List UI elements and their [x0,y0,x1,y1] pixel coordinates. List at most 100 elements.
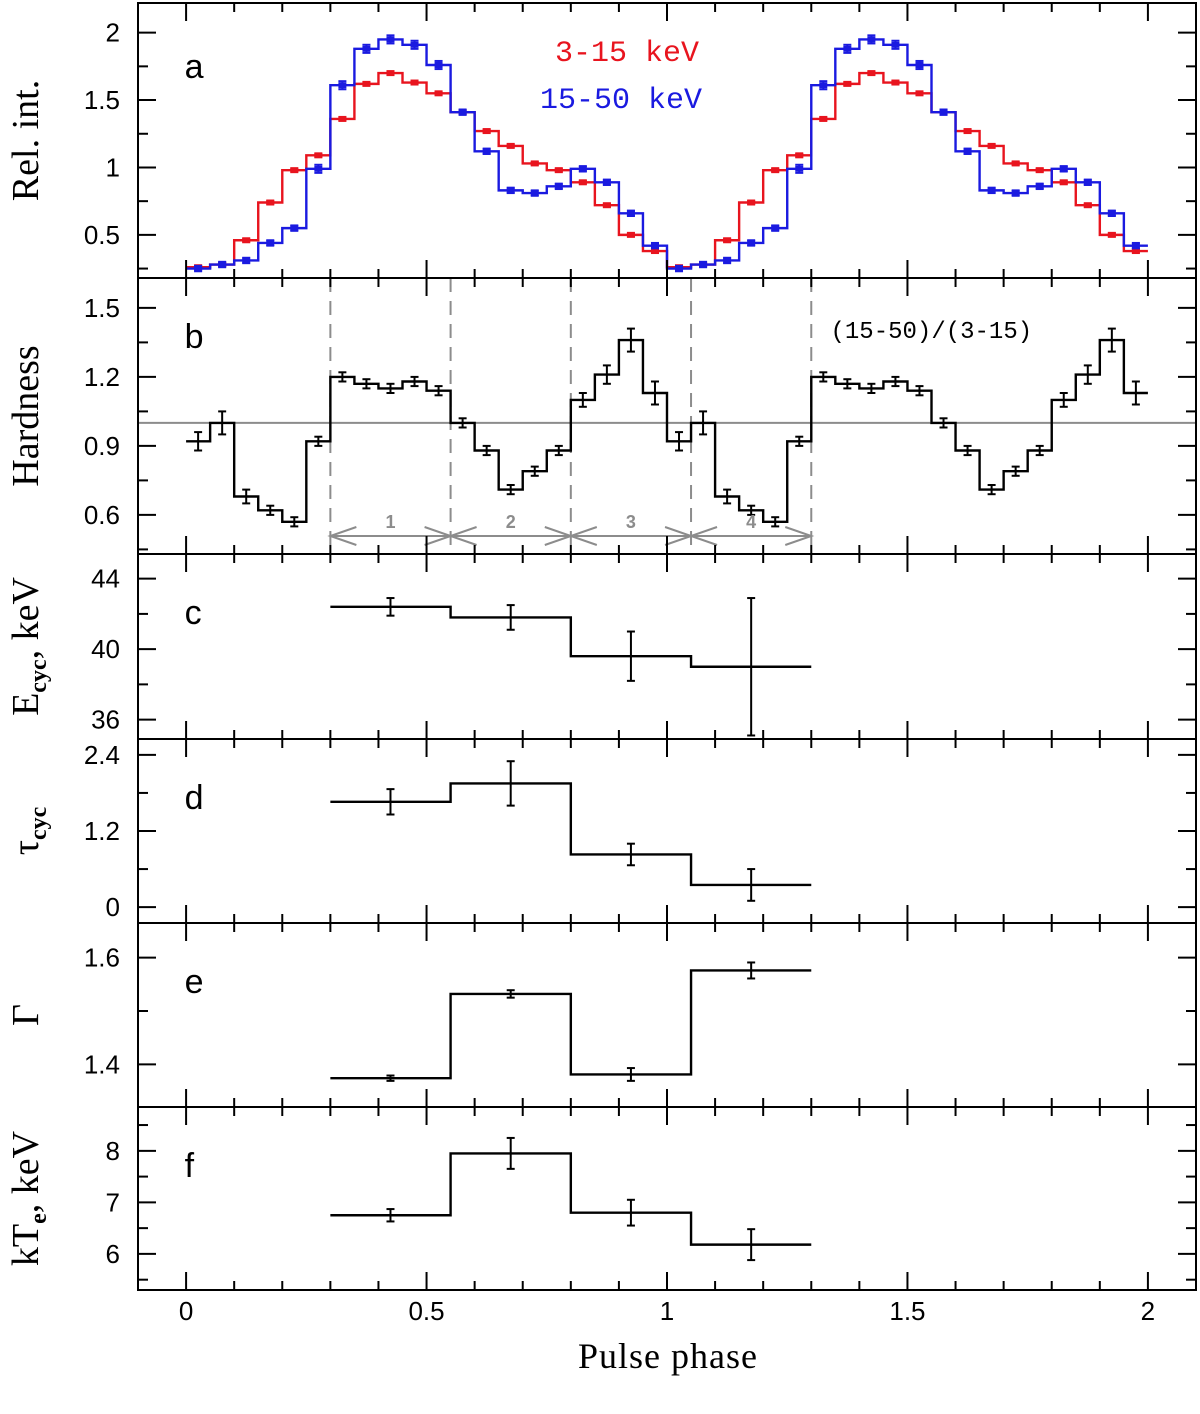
y-tick-label-f: 6 [106,1239,120,1269]
data-point-a [314,163,323,174]
y-axis-title-main-a: Rel. int. [5,80,47,201]
data-marker [578,179,587,186]
data-point-a [602,178,611,186]
data-marker [939,109,948,116]
data-point-a [602,202,611,209]
data-point-a [578,179,587,186]
data-point-a [771,167,780,174]
data-point-b [506,484,515,496]
y-tick-label-b: 1.5 [84,293,120,323]
data-marker [338,82,347,89]
y-axis-title-main-b: Hardness [5,345,47,486]
data-point-a [963,147,972,155]
data-marker [891,79,900,86]
data-point-b [1011,465,1020,477]
data-point-a [1083,178,1092,186]
y-axis-title-d: τcyc [5,806,52,855]
data-point-a [747,199,756,206]
data-marker [1107,231,1116,238]
data-marker [410,41,419,48]
y-tick-label-c: 44 [91,564,120,594]
data-point-b [410,375,419,388]
data-point-b [723,488,732,505]
data-marker [1011,160,1020,167]
data-marker [1035,183,1044,190]
data-point-a [650,248,659,255]
interval-arrowhead-left [567,526,598,546]
data-marker [699,261,708,268]
data-marker [1035,167,1044,174]
data-point-f [626,1198,635,1227]
data-point-b [939,417,948,429]
interval-arrowhead-left [687,526,718,546]
panel-letter-a: a [185,48,204,86]
data-point-a [963,128,972,135]
data-point-b [242,488,251,505]
data-point-b [1059,392,1068,408]
data-point-c [747,597,756,737]
panel-c-frame [137,553,1197,740]
data-marker [843,45,852,52]
data-point-a [819,80,828,91]
data-point-a [1131,248,1140,255]
data-marker [891,41,900,48]
y-axis-title-sub-d: cyc [26,806,52,840]
data-point-b [434,385,443,397]
y-axis-title-main-d: τ [5,840,47,855]
data-marker [1107,210,1116,217]
data-point-b [915,385,924,397]
data-marker [1083,202,1092,209]
data-marker [266,199,275,206]
data-point-b [963,444,972,457]
panel-f-frame [137,1106,1197,1291]
data-point-a [218,260,227,269]
data-marker [987,142,996,149]
data-marker [771,167,780,174]
legend-item-1: 15-50 keV [540,84,702,118]
data-marker [626,231,635,238]
data-marker [218,261,227,268]
data-point-e [626,1067,635,1082]
y-tick-label-d: 2.4 [84,740,120,770]
series-a-1-step-line [186,38,1148,270]
panel-e-frame [137,922,1197,1108]
data-point-b [602,364,611,385]
data-point-c [626,630,635,682]
data-marker [458,109,467,116]
data-marker [338,115,347,122]
data-point-a [771,224,780,232]
data-point-a [939,108,948,116]
data-point-a [554,167,563,174]
data-point-a [723,256,732,265]
series-e-0-step-line [330,969,812,1080]
data-marker [362,45,371,52]
data-point-a [290,224,299,232]
series-c-0-step-line [330,605,812,668]
data-point-a [482,147,491,155]
y-tick-label-a: 2 [106,18,120,48]
y-axis-title-f: kTe, keV [5,1130,52,1266]
data-point-b [747,504,756,516]
data-point-a [843,43,852,54]
data-point-a [650,241,659,250]
y-tick-label-d: 0 [106,892,120,922]
panel-d-frame [137,738,1197,924]
data-point-b [891,375,900,388]
data-point-a [506,142,515,149]
data-point-e [747,961,756,980]
data-point-b [314,435,323,447]
data-point-a [362,80,371,87]
interval-label: 2 [506,512,516,532]
data-point-a [242,237,251,244]
data-point-d [626,842,635,867]
series-f-0-step-line [330,1152,812,1246]
data-point-a [362,43,371,54]
data-marker [1083,179,1092,186]
data-point-e [506,989,515,999]
data-point-b [867,382,876,394]
x-tick-label: 1 [660,1296,674,1326]
data-layer [186,34,1148,1262]
data-point-b [1107,327,1116,353]
data-point-d [747,868,756,902]
data-point-b [578,392,587,408]
